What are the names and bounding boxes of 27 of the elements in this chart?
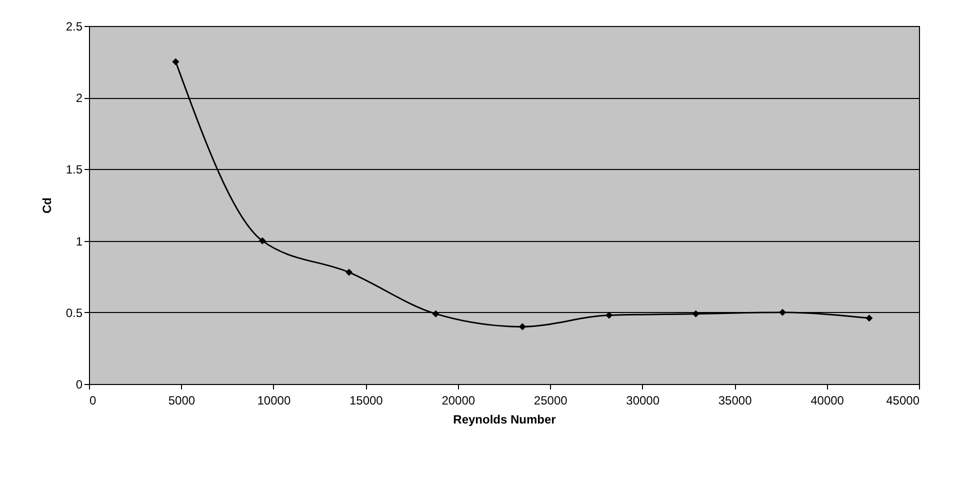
x-tick-label: 35000 [718, 394, 752, 408]
y-tick-label: 2.5 [66, 20, 83, 34]
point [778, 308, 786, 316]
point [172, 58, 180, 66]
y-tick-label: 1.5 [66, 162, 83, 177]
point [432, 310, 440, 318]
x-tick-label: 5000 [168, 394, 196, 408]
point [518, 323, 526, 330]
point [866, 314, 873, 322]
point [258, 237, 266, 244]
point [692, 310, 700, 318]
y-tick-label: 0 [76, 378, 83, 392]
y-axis-title: Cd [40, 198, 54, 214]
x-tick-label: 40000 [810, 394, 844, 408]
y-tick-label: 0.5 [66, 306, 83, 320]
point [606, 312, 613, 319]
x-tick-label: 10000 [257, 394, 291, 408]
x-tick-label: 15000 [349, 394, 384, 408]
x-tick-label: 25000 [534, 394, 568, 408]
y-tick-label: 1 [76, 234, 83, 248]
x-tick-label: 0 [90, 394, 96, 408]
x-tick-label: 30000 [626, 394, 660, 408]
point [346, 268, 353, 276]
x-axis-title: Reynolds Number [453, 412, 556, 426]
x-tick-label: 45000 [886, 394, 920, 408]
y-tick-label: 2 [76, 91, 83, 106]
x-tick-label: 20000 [442, 394, 476, 408]
